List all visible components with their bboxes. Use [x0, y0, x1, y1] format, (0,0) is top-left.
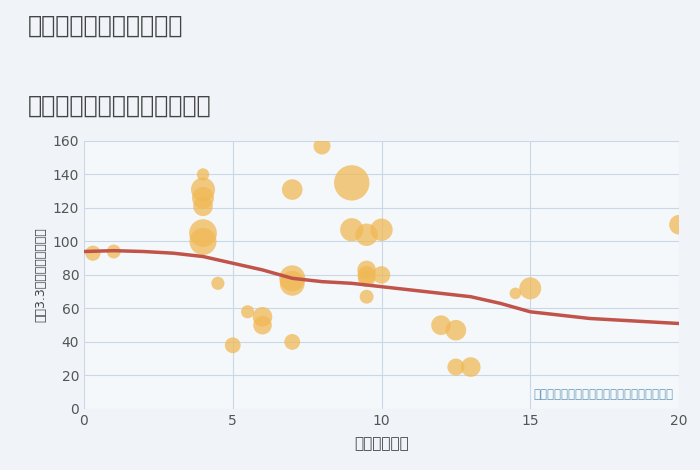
- Point: [287, 186, 298, 193]
- Y-axis label: 坪（3.3㎡）単価（万円）: 坪（3.3㎡）単価（万円）: [34, 227, 47, 322]
- Point: [287, 280, 298, 287]
- Point: [197, 238, 209, 245]
- Text: 奈良県奈良市今在家町の: 奈良県奈良市今在家町の: [28, 14, 183, 38]
- Point: [197, 171, 209, 178]
- Point: [287, 338, 298, 346]
- Text: 円の大きさは、取引のあった物件面積を示す: 円の大きさは、取引のあった物件面積を示す: [533, 388, 673, 401]
- Point: [316, 142, 328, 150]
- Point: [257, 313, 268, 321]
- Point: [88, 250, 99, 257]
- Point: [227, 342, 238, 349]
- Point: [450, 327, 461, 334]
- Point: [361, 274, 372, 282]
- Point: [376, 271, 387, 279]
- Point: [346, 226, 357, 234]
- Point: [346, 179, 357, 187]
- Point: [242, 308, 253, 315]
- Point: [197, 194, 209, 202]
- Point: [510, 290, 521, 297]
- Text: 駅距離別中古マンション価格: 駅距離別中古マンション価格: [28, 94, 211, 118]
- Point: [287, 274, 298, 282]
- Point: [257, 321, 268, 329]
- Point: [361, 271, 372, 279]
- Point: [361, 231, 372, 239]
- Point: [197, 203, 209, 210]
- Point: [212, 280, 223, 287]
- Point: [361, 293, 372, 300]
- Point: [197, 186, 209, 193]
- X-axis label: 駅距離（分）: 駅距離（分）: [354, 436, 409, 451]
- Point: [435, 321, 447, 329]
- Point: [361, 266, 372, 274]
- Point: [108, 248, 119, 255]
- Point: [197, 229, 209, 237]
- Point: [525, 284, 536, 292]
- Point: [673, 221, 685, 228]
- Point: [465, 363, 476, 371]
- Point: [450, 363, 461, 371]
- Point: [376, 226, 387, 234]
